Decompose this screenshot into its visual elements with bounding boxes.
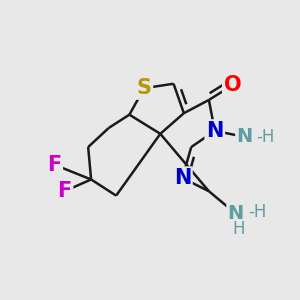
Text: N: N — [174, 168, 191, 188]
Text: N: N — [236, 127, 252, 146]
Text: S: S — [136, 78, 152, 98]
Text: -H: -H — [256, 128, 275, 146]
Text: N: N — [206, 121, 224, 141]
Text: N: N — [227, 204, 244, 223]
Text: F: F — [47, 155, 62, 175]
Text: O: O — [224, 75, 241, 95]
Text: F: F — [58, 181, 72, 201]
Text: H: H — [233, 220, 245, 238]
Text: -H: -H — [248, 203, 266, 221]
